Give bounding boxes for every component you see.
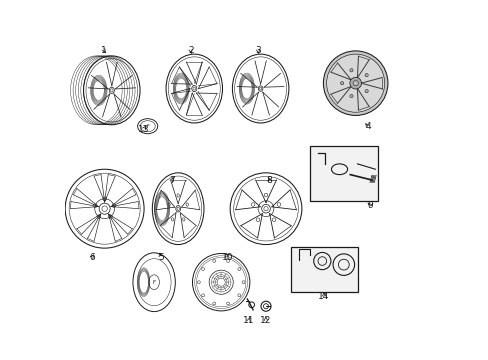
Text: F: F xyxy=(152,280,155,285)
Text: 11: 11 xyxy=(243,316,254,325)
Text: 3: 3 xyxy=(255,46,261,55)
Text: 10: 10 xyxy=(221,253,233,262)
Circle shape xyxy=(364,73,367,77)
Text: 5: 5 xyxy=(158,253,163,262)
Circle shape xyxy=(352,81,358,86)
Text: 12: 12 xyxy=(260,316,271,325)
Circle shape xyxy=(326,54,384,112)
Text: 8: 8 xyxy=(266,176,272,185)
Circle shape xyxy=(349,69,352,72)
Circle shape xyxy=(340,82,343,85)
Text: 9: 9 xyxy=(366,201,372,210)
Text: F: F xyxy=(146,124,149,129)
Circle shape xyxy=(349,94,352,98)
FancyBboxPatch shape xyxy=(290,247,357,292)
Text: 13: 13 xyxy=(137,125,149,134)
Text: 1: 1 xyxy=(101,46,106,55)
Circle shape xyxy=(349,77,361,89)
FancyBboxPatch shape xyxy=(309,145,378,201)
Circle shape xyxy=(323,51,387,116)
Text: 14: 14 xyxy=(318,292,329,301)
Text: 2: 2 xyxy=(187,46,193,55)
Text: 7: 7 xyxy=(169,176,175,185)
Text: 4: 4 xyxy=(365,122,370,131)
Circle shape xyxy=(364,90,367,93)
Text: 6: 6 xyxy=(89,253,95,262)
